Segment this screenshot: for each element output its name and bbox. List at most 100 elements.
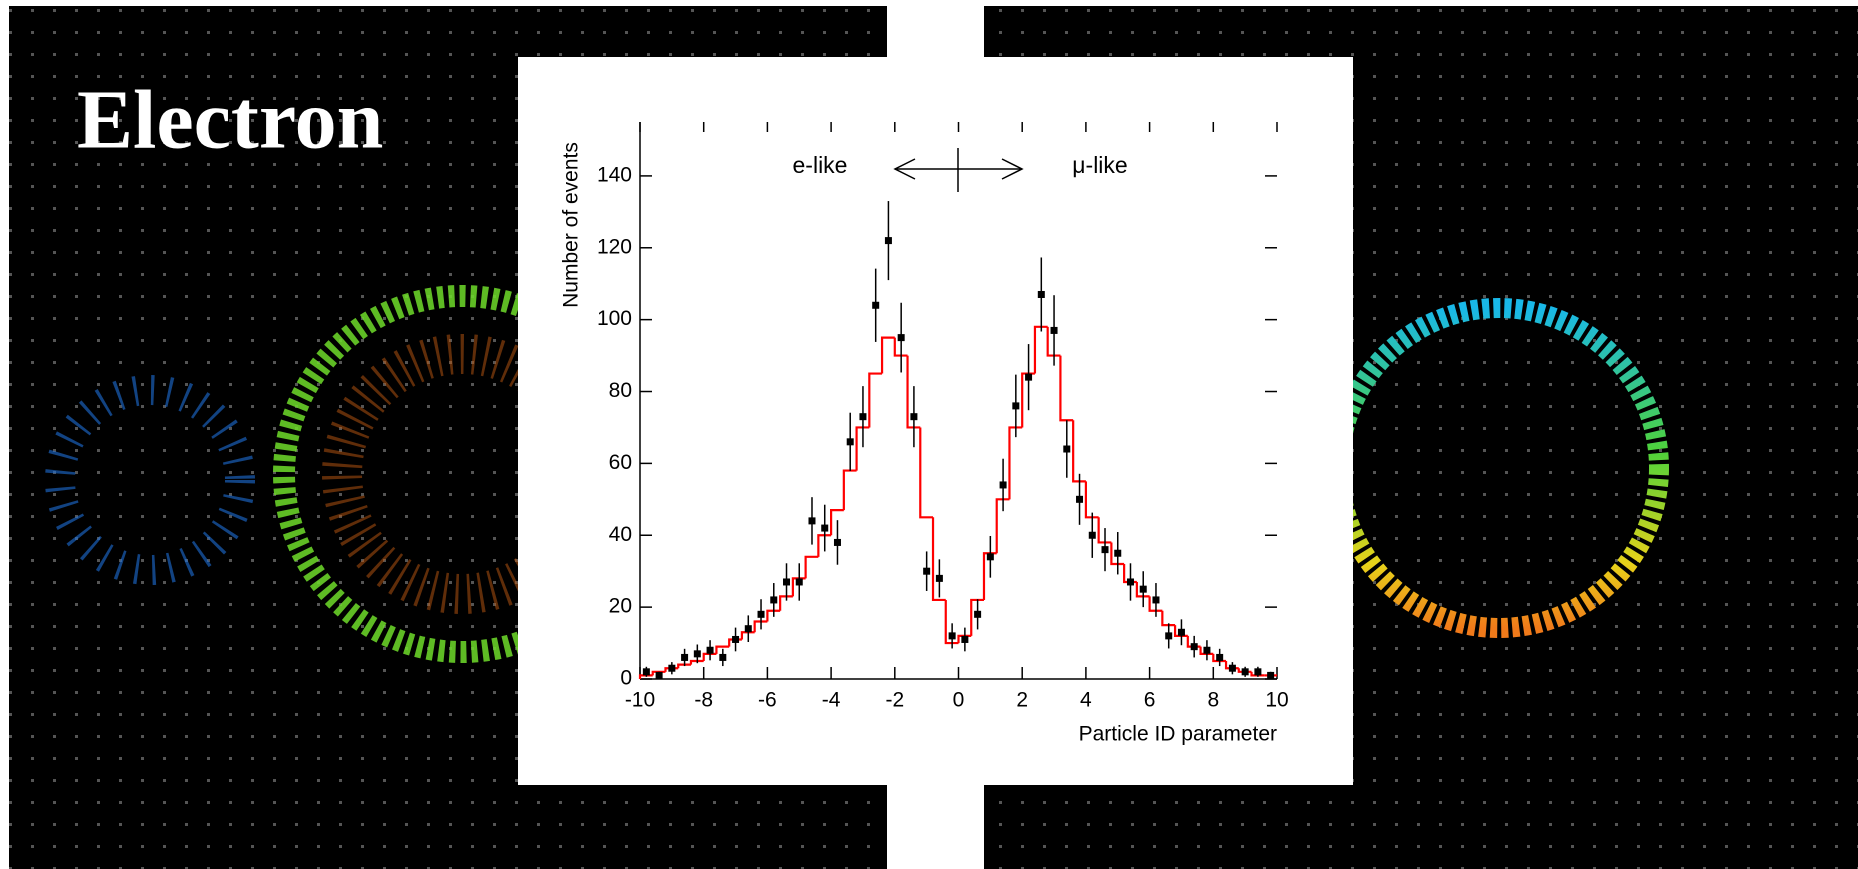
y-tick-label: 100 bbox=[597, 307, 632, 330]
data-point bbox=[999, 481, 1007, 489]
data-point bbox=[935, 574, 943, 582]
data-point bbox=[1139, 585, 1147, 593]
data-point bbox=[719, 653, 727, 661]
x-tick-label: -4 bbox=[822, 689, 841, 712]
y-tick-label: 20 bbox=[609, 595, 632, 618]
histogram-bin bbox=[753, 620, 768, 633]
x-tick-label: -8 bbox=[694, 689, 713, 712]
histogram-bin bbox=[1021, 372, 1035, 428]
data-point bbox=[744, 625, 752, 633]
histogram-bin bbox=[982, 552, 997, 600]
data-point bbox=[655, 671, 663, 679]
histogram-bin bbox=[919, 427, 934, 519]
histogram-bin bbox=[740, 631, 755, 640]
data-point bbox=[1126, 578, 1134, 586]
histogram-bin bbox=[715, 645, 730, 654]
data-point bbox=[1063, 445, 1071, 453]
histogram-bin bbox=[1084, 481, 1099, 519]
histogram-bin bbox=[1033, 325, 1048, 374]
histogram-bin bbox=[1110, 542, 1125, 566]
histogram-bin bbox=[702, 652, 717, 662]
data-point bbox=[1050, 326, 1058, 334]
data-point bbox=[821, 524, 829, 532]
histogram-bin bbox=[1148, 596, 1163, 612]
data-point bbox=[923, 567, 931, 575]
histogram-bin bbox=[1199, 646, 1214, 655]
data-point bbox=[1216, 653, 1224, 661]
x-tick-label: -10 bbox=[625, 689, 655, 712]
histogram-bin bbox=[1097, 517, 1112, 544]
data-point bbox=[706, 646, 714, 654]
y-tick-label: 140 bbox=[597, 163, 632, 186]
data-point bbox=[693, 650, 701, 658]
histogram-bin bbox=[957, 634, 972, 644]
data-point bbox=[1254, 668, 1262, 676]
histogram-bin bbox=[944, 599, 959, 645]
histogram-bin bbox=[995, 498, 1010, 554]
data-point bbox=[872, 301, 880, 309]
x-tick-label: 8 bbox=[1207, 689, 1219, 712]
histogram-bin bbox=[804, 555, 819, 579]
x-tick-label: 6 bbox=[1144, 689, 1156, 712]
data-point bbox=[1241, 668, 1249, 676]
y-tick-label: 0 bbox=[620, 667, 632, 690]
histogram-bin bbox=[931, 517, 946, 602]
data-point bbox=[1101, 546, 1109, 554]
data-point bbox=[1152, 596, 1160, 604]
y-axis-label: Number of events bbox=[560, 142, 583, 308]
histogram-bin bbox=[880, 336, 895, 374]
data-point bbox=[910, 413, 918, 421]
histogram-bin bbox=[1008, 426, 1023, 500]
data-point bbox=[1025, 373, 1033, 381]
histogram-bin bbox=[689, 659, 704, 665]
histogram-bin bbox=[766, 609, 781, 622]
particle-label: Electron bbox=[77, 73, 383, 166]
histogram-bin bbox=[855, 426, 870, 471]
data-point bbox=[833, 538, 841, 546]
annotation: μ-like bbox=[1072, 152, 1127, 178]
histogram-bin bbox=[830, 509, 844, 536]
data-point bbox=[1177, 628, 1185, 636]
histogram-bin bbox=[1046, 326, 1061, 357]
data-point bbox=[1088, 531, 1096, 539]
histogram-bin bbox=[1173, 625, 1188, 637]
data-point bbox=[795, 578, 803, 586]
data-point bbox=[897, 334, 905, 342]
data-point bbox=[808, 517, 816, 525]
plot: Particle ID parameter Number of events e… bbox=[560, 122, 1289, 746]
histogram-bin bbox=[1059, 355, 1074, 422]
histogram-bin bbox=[906, 355, 921, 429]
data-point bbox=[757, 610, 765, 618]
data-point bbox=[681, 653, 689, 661]
data-point bbox=[732, 635, 740, 643]
x-tick-label: 2 bbox=[1016, 689, 1028, 712]
histogram-bin bbox=[1212, 653, 1227, 663]
histogram-bin bbox=[1135, 581, 1150, 598]
data-point bbox=[948, 632, 956, 640]
histogram-bin bbox=[779, 595, 793, 611]
x-tick-label: 10 bbox=[1265, 689, 1288, 712]
histogram-bin bbox=[842, 469, 857, 511]
y-tick-label: 120 bbox=[597, 235, 632, 258]
y-tick-label: 80 bbox=[609, 379, 632, 402]
histogram-bin bbox=[1161, 610, 1176, 627]
histogram-bin bbox=[817, 534, 832, 557]
histogram-bin bbox=[791, 577, 806, 597]
histogram-bin bbox=[651, 670, 666, 676]
data-point bbox=[974, 610, 982, 618]
data-point bbox=[1267, 671, 1275, 679]
data-point bbox=[846, 438, 854, 446]
x-tick-label: 0 bbox=[953, 689, 965, 712]
histogram-bin bbox=[970, 598, 984, 636]
data-point bbox=[1037, 290, 1045, 298]
histogram-bin bbox=[893, 337, 908, 357]
x-axis-label: Particle ID parameter bbox=[1079, 723, 1277, 746]
data-point bbox=[1203, 646, 1211, 654]
data-point bbox=[668, 664, 676, 672]
data-point bbox=[859, 413, 867, 421]
histogram-bin bbox=[638, 674, 653, 679]
data-point bbox=[1228, 664, 1236, 672]
x-tick-label: -6 bbox=[758, 689, 777, 712]
